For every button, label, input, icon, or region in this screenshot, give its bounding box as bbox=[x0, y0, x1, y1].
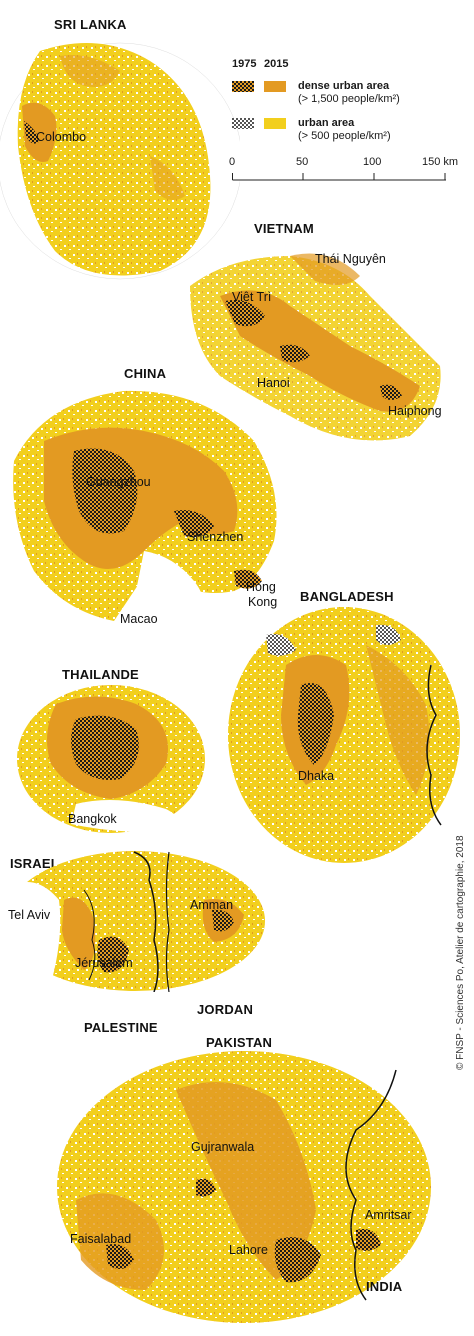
legend-urban-threshold: (> 500 people/km²) bbox=[298, 130, 391, 142]
country-label-bangladesh: BANGLADESH bbox=[300, 589, 394, 604]
city-label-hong-kong-line2: Kong bbox=[248, 595, 278, 609]
city-label-hong-kong-line1: Hong bbox=[246, 580, 276, 594]
map-thailand bbox=[17, 685, 205, 833]
city-label-tel-aviv: Tel Aviv bbox=[8, 908, 51, 922]
map-israel-jordan bbox=[4, 851, 265, 992]
city-label-dhaka: Dhaka bbox=[298, 769, 335, 783]
city-label-haiphong: Haiphong bbox=[388, 404, 442, 418]
city-label-jerusalem: Jérusalem bbox=[75, 956, 133, 970]
city-label-bangkok: Bangkok bbox=[68, 812, 117, 826]
legend-urban-label: urban area bbox=[298, 117, 355, 129]
city-label-faisalabad: Faisalabad bbox=[70, 1232, 132, 1246]
country-label-jordan: JORDAN bbox=[197, 1002, 254, 1017]
city-label-lahore: Lahore bbox=[229, 1243, 268, 1257]
scale-tick-100: 100 bbox=[363, 156, 382, 168]
country-label-india: INDIA bbox=[366, 1279, 403, 1294]
city-label-viet-tri: Việt Trì bbox=[232, 290, 272, 304]
city-label-hanoi: Hanoi bbox=[257, 376, 290, 390]
city-label-amman: Amman bbox=[190, 898, 234, 912]
scale-tick-150: 150 km bbox=[422, 156, 459, 168]
city-label-thai-nguyen: Thái Nguyên bbox=[315, 252, 386, 266]
scale-line bbox=[232, 173, 446, 181]
legend-year-2015: 2015 bbox=[264, 58, 289, 70]
legend-dense-threshold: (> 1,500 people/km²) bbox=[298, 93, 400, 105]
legend-swatch-dense-1975 bbox=[232, 81, 254, 92]
legend-swatch-dense-2015 bbox=[264, 81, 286, 92]
city-label-shenzhen: Shenzhen bbox=[187, 530, 244, 544]
map-pakistan-india bbox=[56, 1051, 431, 1325]
map-bangladesh bbox=[228, 607, 460, 863]
credit-text: © FNSP - Sciences Po, Atelier de cartogr… bbox=[455, 835, 466, 1070]
country-label-sri-lanka: SRI LANKA bbox=[54, 17, 127, 32]
legend-swatch-urban-2015 bbox=[264, 118, 286, 129]
country-label-palestine: PALESTINE bbox=[84, 1020, 158, 1035]
city-label-amritsar: Amritsar bbox=[365, 1208, 412, 1222]
scale-tick-50: 50 bbox=[296, 156, 309, 168]
map-vietnam bbox=[170, 238, 460, 454]
country-label-pakistan: PAKISTAN bbox=[206, 1035, 273, 1050]
country-label-vietnam: VIETNAM bbox=[254, 221, 314, 236]
city-label-macao: Macao bbox=[120, 612, 158, 626]
scale-bar: 0 50 100 150 km bbox=[229, 156, 462, 186]
legend-dense-label: dense urban area bbox=[298, 80, 390, 92]
legend-swatch-urban-1975 bbox=[232, 118, 254, 129]
city-label-gujranwala: Gujranwala bbox=[191, 1140, 255, 1154]
city-label-guangzhou: Guangzhou bbox=[86, 475, 151, 489]
legend-year-1975: 1975 bbox=[232, 58, 257, 70]
country-label-israel: ISRAEL bbox=[10, 856, 59, 871]
map-china bbox=[5, 381, 285, 637]
city-label-colombo: Colombo bbox=[36, 130, 87, 144]
map-sri-lanka bbox=[0, 42, 240, 280]
scale-tick-0: 0 bbox=[229, 156, 236, 168]
country-label-thailande: THAILANDE bbox=[62, 667, 139, 682]
country-label-china: CHINA bbox=[124, 366, 167, 381]
